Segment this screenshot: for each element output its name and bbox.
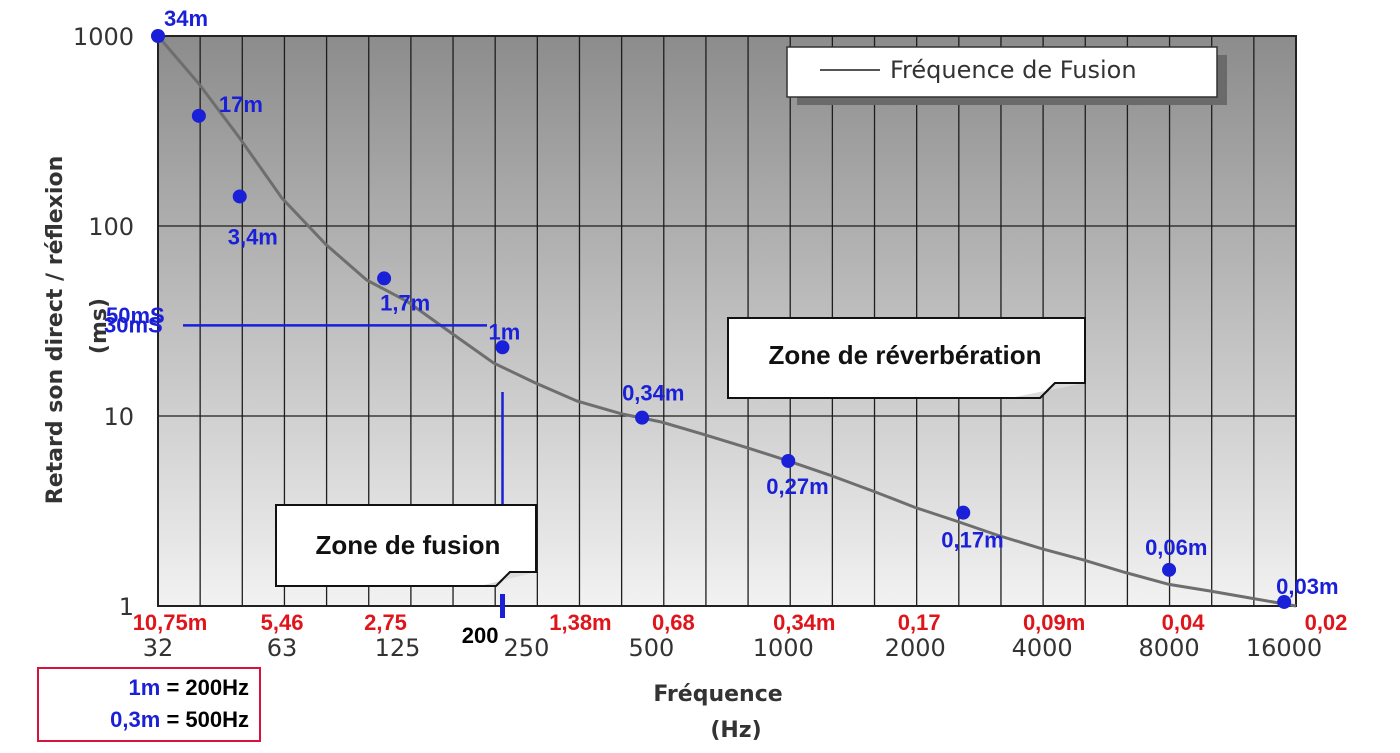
- data-marker: [1277, 594, 1292, 609]
- legend-entry: Fréquence de Fusion: [890, 56, 1137, 84]
- y-tick-label: 10: [103, 403, 134, 431]
- marker-label: 0,17m: [941, 528, 1003, 553]
- x-tick-label: 63: [267, 634, 298, 662]
- marker-label: 1,7m: [380, 290, 430, 315]
- y-tick-labels: 1000 100 10 1: [73, 23, 134, 621]
- y-tick-label: 1: [119, 593, 134, 621]
- info-line-2: 0,3m = 500Hz: [110, 707, 249, 733]
- wavelength-label: 0,68: [652, 610, 695, 635]
- wavelength-label: 1,38m: [549, 610, 611, 635]
- data-marker: [495, 340, 510, 355]
- wavelength-labels: 10,75m 5,46 2,75 1,38m 0,68 0,34m 0,17 0,09m 0,0…: [133, 610, 1348, 635]
- marker-label: 0,03m: [1276, 574, 1338, 599]
- wavelength-label: 0,34m: [773, 610, 835, 635]
- x-tick-labels: 32 63 125 250 500 1000 2000 4000 8000 16000: [143, 634, 1322, 662]
- legend: Fréquence de Fusion: [786, 46, 1227, 105]
- x-tick-label: 4000: [1012, 634, 1073, 662]
- x-tick-label: 125: [375, 634, 421, 662]
- wavelength-label: 0,09m: [1023, 610, 1085, 635]
- marker-label: 0,06m: [1145, 535, 1207, 560]
- data-marker: [781, 453, 796, 468]
- reverb-zone-callout: Zone de réverbération: [727, 317, 1086, 399]
- x-axis-title: Fréquence: [653, 682, 782, 707]
- marker-label: 1m: [489, 319, 521, 344]
- marker-label: 0,34m: [622, 381, 684, 406]
- marker-label: 34m: [164, 6, 208, 31]
- info-2-frequency: = 500Hz: [160, 707, 249, 732]
- wavelength-label: 0,02: [1305, 610, 1348, 635]
- data-marker: [151, 29, 165, 43]
- x-axis-unit: (Hz): [710, 718, 761, 743]
- x-tick-label: 1000: [753, 634, 814, 662]
- wavelength-label: 10,75m: [133, 610, 208, 635]
- x-tick-label: 16000: [1246, 634, 1322, 662]
- y-axis-title: Retard son direct / réflexion: [43, 156, 68, 505]
- wavelength-label: 0,17: [898, 610, 941, 635]
- reverb-zone-label: Zone de réverbération: [768, 340, 1041, 370]
- x-tick-label: 32: [143, 634, 174, 662]
- marker-labels: 34m 17m 3,4m 1,7m 1m 0,34m 0,27m 0,17m 0,06m 0,03…: [164, 6, 1339, 599]
- marker-label: 0,27m: [766, 474, 828, 499]
- data-marker: [377, 271, 392, 286]
- info-box: 1m = 200Hz 0,3m = 500Hz: [37, 667, 261, 742]
- data-marker: [956, 505, 971, 520]
- info-1-frequency: = 200Hz: [160, 675, 249, 700]
- fusion-zone-label: Zone de fusion: [316, 530, 501, 560]
- marker-label: 17m: [219, 92, 263, 117]
- y-axis-unit: (ms): [87, 298, 112, 354]
- wavelength-label: 0,04: [1162, 610, 1206, 635]
- fusion-zone-callout: Zone de fusion: [275, 504, 537, 587]
- y-mark-label: 50mS: [106, 303, 165, 328]
- y-tick-label: 1000: [73, 23, 134, 51]
- x-tick-label: 2000: [885, 634, 946, 662]
- x-tick-label: 500: [628, 634, 674, 662]
- data-marker: [191, 108, 206, 123]
- info-1-wavelength: 1m: [128, 675, 161, 700]
- marker-label: 3,4m: [228, 224, 278, 249]
- data-marker: [232, 189, 247, 204]
- info-line-1: 1m = 200Hz: [129, 675, 249, 701]
- info-2-wavelength: 0,3m: [110, 707, 161, 732]
- data-markers: [151, 29, 1292, 609]
- data-marker: [1162, 562, 1177, 577]
- curve-layer: [156, 35, 1297, 608]
- x-mark-label: 200: [462, 623, 499, 648]
- data-marker: [635, 410, 650, 425]
- y-mark-label: 30mS: [104, 312, 163, 337]
- wavelength-label: 5,46: [261, 610, 304, 635]
- fusion-curve: [156, 35, 1297, 608]
- x-tick-label: 250: [504, 634, 550, 662]
- x-tick-label: 8000: [1139, 634, 1200, 662]
- y-tick-label: 100: [88, 213, 134, 241]
- wavelength-label: 2,75: [364, 610, 407, 635]
